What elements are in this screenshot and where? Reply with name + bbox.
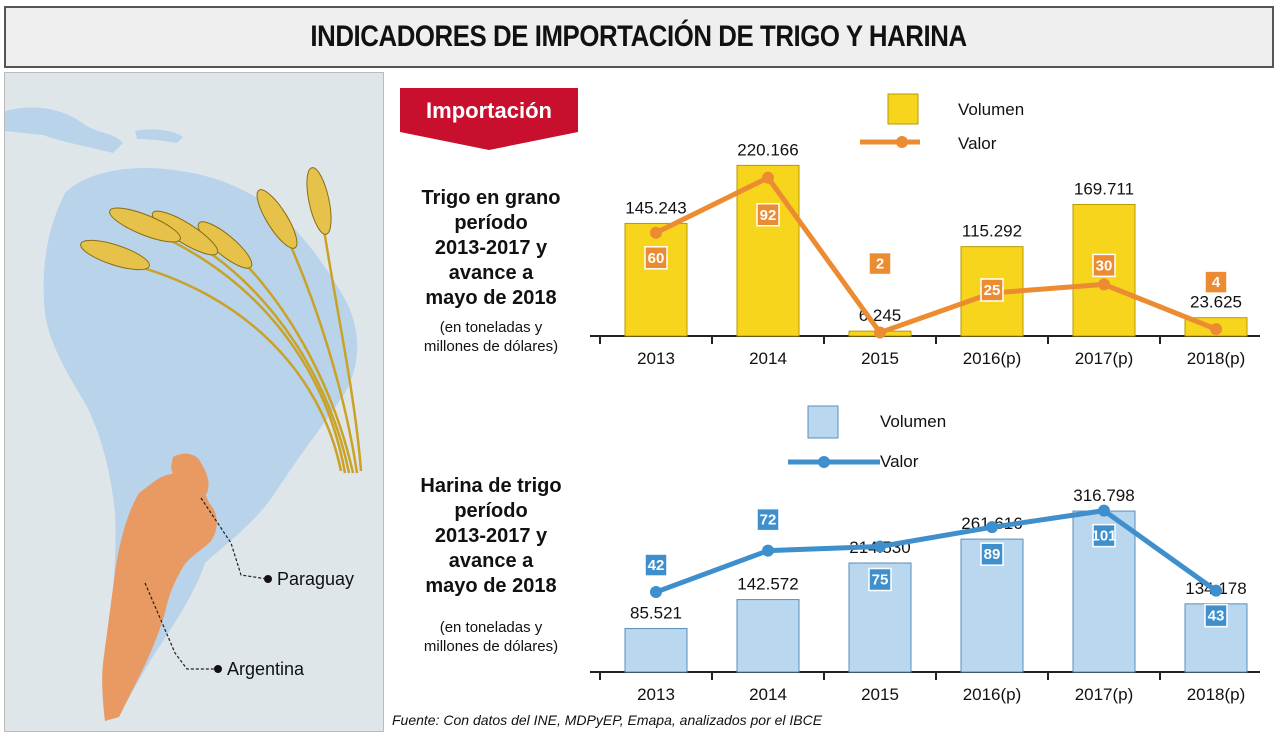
value-point [650,227,662,239]
trigo-legend-volume: Volumen [958,100,1024,120]
harina-title-line: Harina de trigo [396,474,586,499]
harina-title-line: mayo de 2018 [396,574,586,599]
value-data-label: 75 [872,572,889,589]
central-america-shape [5,107,123,153]
trigo-chart-subtitle: (en toneladas y millones de dólares) [396,318,586,356]
harina-chart-subtitle: (en toneladas y millones de dólares) [396,618,586,656]
trigo-title-line: Trigo en grano [396,186,586,211]
trigo-title-line: avance a [396,261,586,286]
value-point [874,327,886,339]
volume-data-label: 85.521 [630,604,682,623]
harina-chart-title: Harina de trigo período 2013-2017 y avan… [396,474,586,599]
value-point [650,586,662,598]
trigo-sub-line: millones de dólares) [396,337,586,356]
volume-data-label: 316.798 [1073,486,1134,505]
value-point [762,172,774,184]
volume-data-label: 145.243 [625,198,686,217]
value-point [986,521,998,533]
x-tick-label: 2018(p) [1187,349,1246,368]
x-tick-label: 2016(p) [963,685,1022,704]
value-data-label: 89 [984,546,1001,563]
volume-bar [625,223,687,336]
value-point [1098,278,1110,290]
value-point [1098,505,1110,517]
harina-sub-line: millones de dólares) [396,637,586,656]
map-label-paraguay: Paraguay [277,569,354,590]
trigo-chart: 145.2432013220.16620146.2452015115.29220… [590,140,1260,380]
trigo-chart-title: Trigo en grano período 2013-2017 y avanc… [396,186,586,311]
harina-sub-line: (en toneladas y [396,618,586,637]
value-data-label: 101 [1091,528,1116,545]
volume-bar [737,600,799,672]
volume-bar [625,629,687,672]
value-data-label: 2 [876,256,884,273]
x-tick-label: 2017(p) [1075,685,1134,704]
value-point [762,545,774,557]
value-data-label: 25 [984,282,1001,299]
value-data-label: 92 [760,207,777,224]
harina-title-line: período [396,499,586,524]
x-tick-label: 2018(p) [1187,685,1246,704]
trigo-title-line: mayo de 2018 [396,286,586,311]
value-point [1210,585,1222,597]
volume-data-label: 220.166 [737,140,798,159]
harina-title-line: avance a [396,549,586,574]
harina-legend-volume: Volumen [880,412,946,432]
x-tick-label: 2013 [637,349,675,368]
value-point [874,541,886,553]
x-tick-label: 2015 [861,349,899,368]
x-tick-label: 2014 [749,685,787,704]
x-tick-label: 2016(p) [963,349,1022,368]
x-tick-label: 2013 [637,685,675,704]
value-data-label: 4 [1212,274,1221,291]
volume-data-label: 169.711 [1074,179,1134,198]
map-panel: Paraguay Argentina [4,72,384,732]
value-data-label: 30 [1096,257,1113,274]
map-label-argentina: Argentina [227,659,304,680]
volume-data-label: 142.572 [737,575,798,594]
source-note: Fuente: Con datos del INE, MDPyEP, Emapa… [392,712,822,728]
x-tick-label: 2014 [749,349,787,368]
value-data-label: 60 [648,250,665,267]
page-title: INDICADORES DE IMPORTACIÓN DE TRIGO Y HA… [311,20,967,54]
importacion-badge: Importación [400,88,578,150]
badge-label: Importación [400,98,578,124]
trigo-sub-line: (en toneladas y [396,318,586,337]
value-data-label: 43 [1208,608,1225,625]
value-data-label: 72 [760,512,777,529]
x-tick-label: 2017(p) [1075,349,1134,368]
trigo-legend-volume-swatch [888,94,918,124]
value-data-label: 42 [648,557,665,574]
harina-chart: 85.5212013142.5722014214.5302015261.6162… [590,460,1260,710]
volume-data-label: 115.292 [962,222,1022,241]
harina-legend-volume-swatch [808,406,838,438]
volume-data-label: 23.625 [1190,293,1242,312]
south-america-map [5,73,384,732]
x-tick-label: 2015 [861,685,899,704]
value-point [1210,323,1222,335]
harina-title-line: 2013-2017 y [396,524,586,549]
caribbean-island-shape [135,129,183,143]
trigo-title-line: período [396,211,586,236]
title-bar: INDICADORES DE IMPORTACIÓN DE TRIGO Y HA… [4,6,1274,68]
trigo-title-line: 2013-2017 y [396,236,586,261]
